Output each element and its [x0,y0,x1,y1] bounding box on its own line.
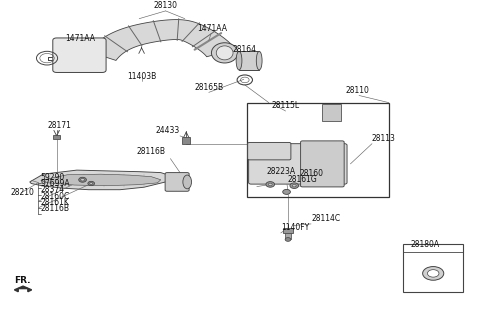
Polygon shape [30,170,170,190]
FancyBboxPatch shape [249,144,347,184]
FancyBboxPatch shape [300,141,344,187]
Text: 28160: 28160 [300,169,324,178]
Text: 97699A: 97699A [41,179,71,188]
Text: FR.: FR. [14,276,31,285]
Text: 1471AA: 1471AA [65,34,95,43]
Bar [283,228,293,233]
Text: 59290: 59290 [41,173,65,182]
Text: 28115L: 28115L [271,101,300,110]
Circle shape [427,270,439,277]
Text: 28171: 28171 [47,121,71,130]
FancyBboxPatch shape [248,142,291,160]
Text: 1471AA: 1471AA [197,24,227,33]
Bar [285,233,291,239]
Polygon shape [14,286,32,292]
Text: 28160C: 28160C [41,192,70,201]
Circle shape [266,182,275,187]
Circle shape [285,238,291,241]
Text: 11403B: 11403B [127,72,156,81]
Text: 28223A: 28223A [266,167,296,176]
Text: 28165B: 28165B [194,83,224,92]
Bar [247,103,389,197]
Bar [182,137,190,144]
Bar [403,244,463,292]
Ellipse shape [212,43,238,63]
Circle shape [283,189,290,194]
Bar [53,135,60,139]
Ellipse shape [256,51,262,70]
Polygon shape [88,20,235,60]
Text: 28116B: 28116B [41,204,70,213]
Ellipse shape [216,46,233,60]
Text: 28164: 28164 [233,45,257,54]
Circle shape [290,183,299,188]
Ellipse shape [183,175,192,189]
Text: 28161G: 28161G [287,175,317,184]
Circle shape [422,267,444,280]
Circle shape [79,177,86,182]
Ellipse shape [236,51,242,70]
Text: 28374: 28374 [41,185,65,194]
Text: 28180A: 28180A [410,240,439,249]
Text: 28130: 28130 [154,1,178,10]
Circle shape [88,181,95,186]
Text: 24433: 24433 [156,126,180,135]
Polygon shape [41,174,161,186]
Text: 28210: 28210 [11,188,35,197]
FancyBboxPatch shape [165,173,189,191]
Text: 28114C: 28114C [311,214,340,223]
Text: 28116B: 28116B [137,146,166,156]
Text: 1140FY: 1140FY [281,223,309,232]
Bar [239,51,259,70]
Text: 28110: 28110 [346,86,370,95]
Bar [322,104,341,121]
Circle shape [292,184,296,187]
Text: 28161K: 28161K [41,198,70,207]
Circle shape [90,183,93,184]
Circle shape [268,183,272,186]
Circle shape [81,179,84,181]
FancyBboxPatch shape [53,38,106,72]
Text: 28113: 28113 [372,134,396,143]
